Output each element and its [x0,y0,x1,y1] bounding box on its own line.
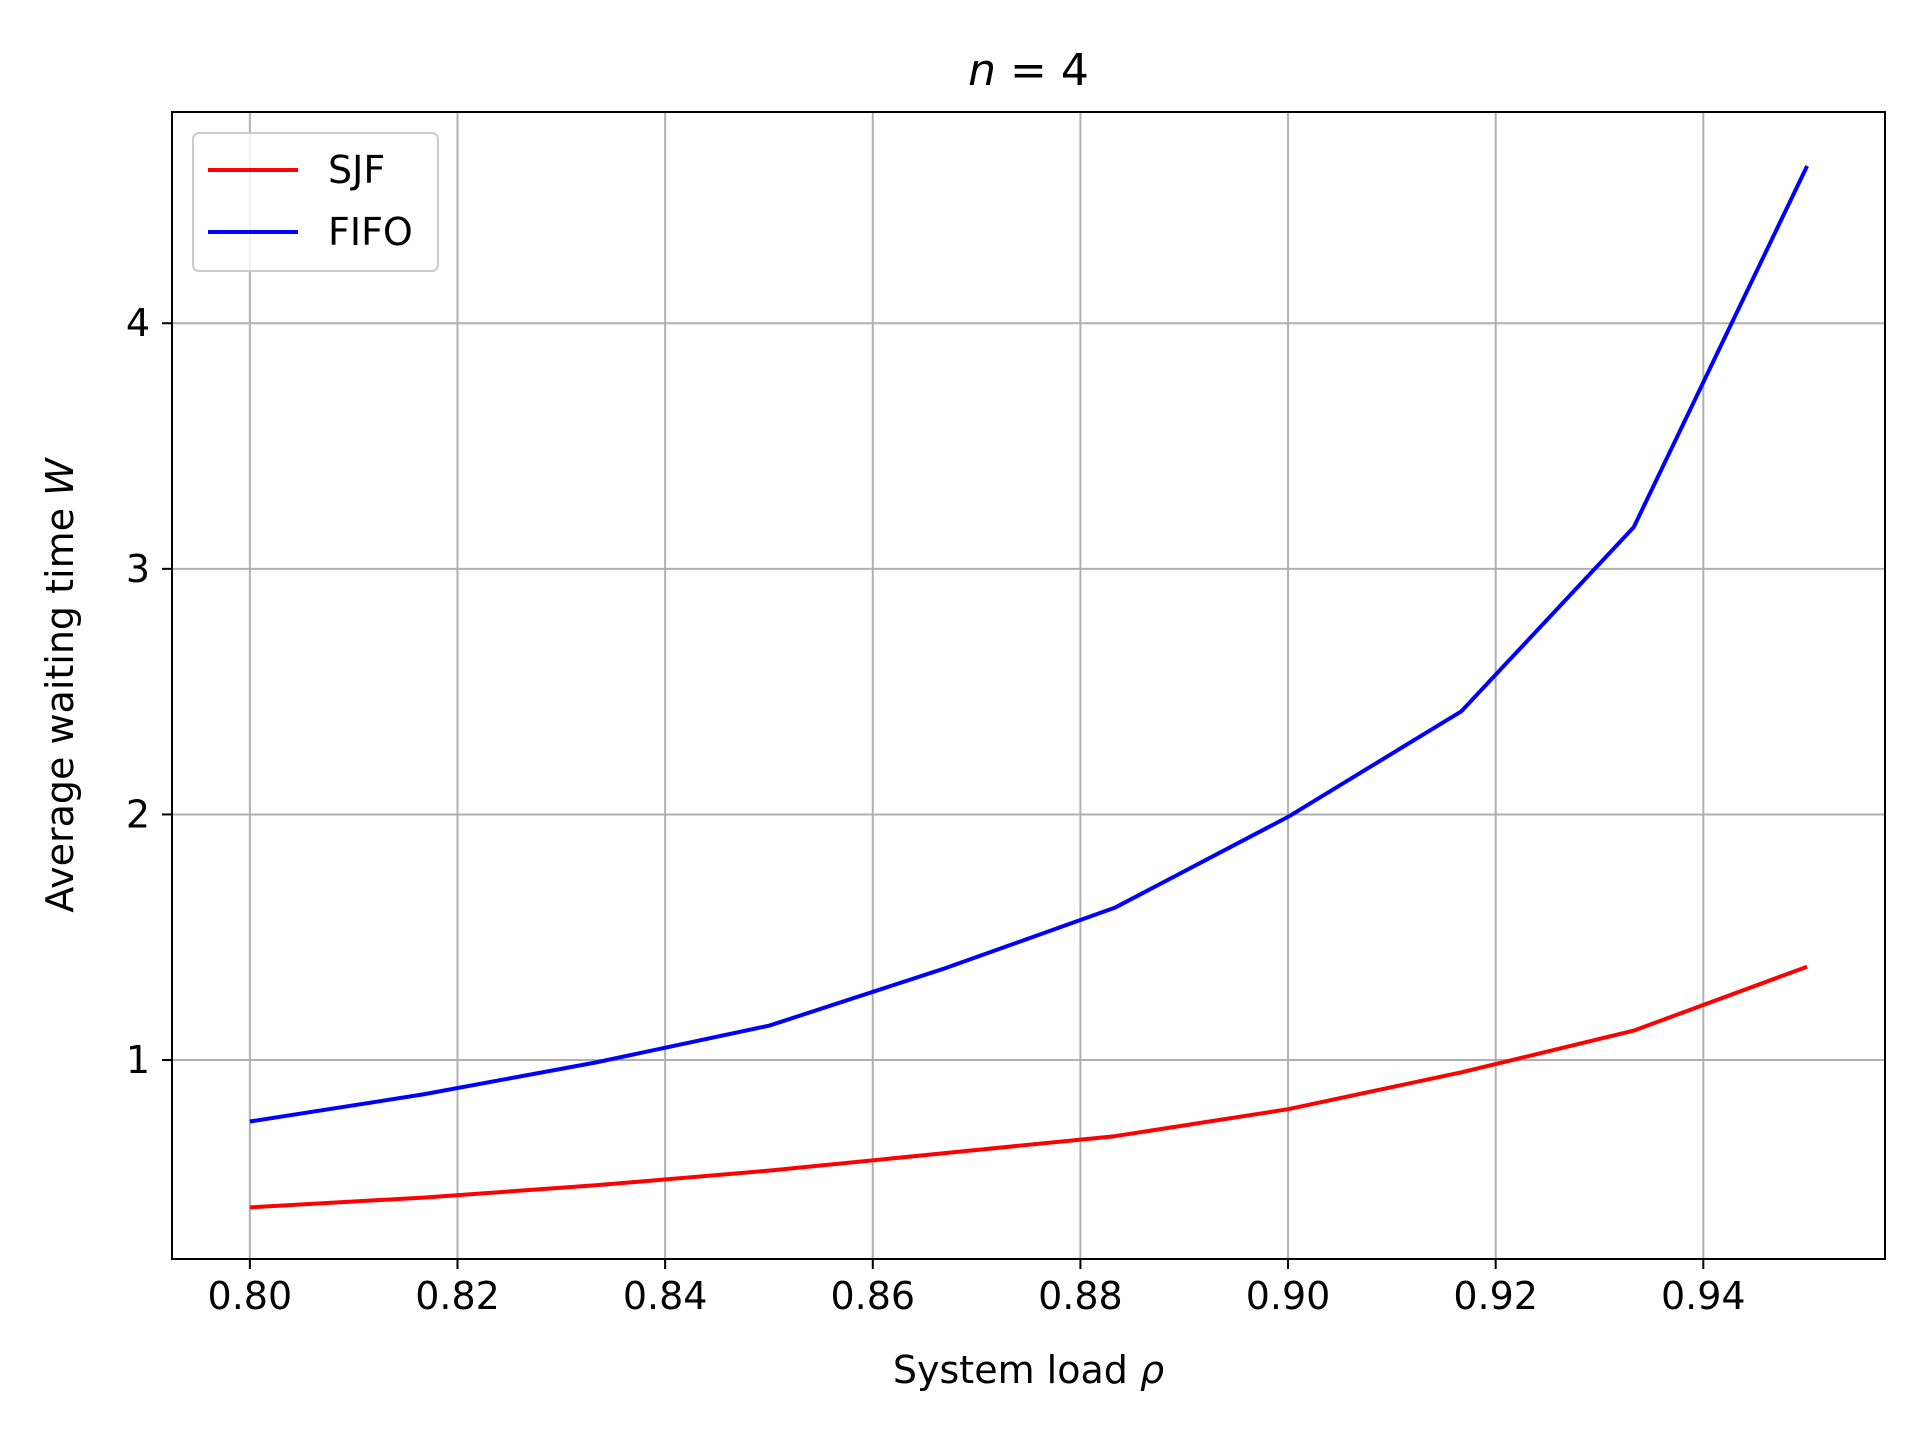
x-tick-label: 0.86 [830,1274,915,1318]
y-axis-label: Average waiting time W [38,457,82,913]
y-tick-label: 2 [126,792,150,836]
legend-label-sjf: SJF [328,148,385,192]
x-axis-label-var: ρ [1140,1348,1164,1392]
x-tick-label: 0.80 [208,1274,293,1318]
series-line-sjf [249,964,1808,1210]
x-tick-label: 0.92 [1453,1274,1538,1318]
grid-lines [172,112,1885,1259]
x-tick-label: 0.82 [415,1274,500,1318]
plot-frame [171,111,1886,1260]
series-lines [249,165,1809,1210]
y-tick-label: 1 [126,1038,150,1082]
axis-ticks: 0.80 0.82 0.84 0.86 0.88 0.90 0.92 0.94 1 2 3 4 [126,301,1746,1318]
legend: SJF FIFO [192,132,439,272]
chart-title: n = 4 [968,45,1089,96]
x-axis-label-text: System load [893,1348,1140,1392]
legend-label-fifo: FIFO [328,210,413,254]
x-axis-label: System load ρ [893,1348,1164,1392]
legend-box [192,132,439,272]
y-tick-label: 4 [126,301,150,345]
y-axis-label-var: W [38,457,82,496]
x-tick-label: 0.88 [1038,1274,1123,1318]
x-tick-label: 0.84 [623,1274,708,1318]
series-line-fifo [249,165,1809,1124]
title-rest: = 4 [996,45,1089,96]
y-axis-label-text: Average waiting time [38,496,82,913]
title-var: n [968,45,996,96]
y-tick-label: 3 [126,547,150,591]
x-tick-label: 0.90 [1246,1274,1331,1318]
x-tick-label: 0.94 [1661,1274,1746,1318]
